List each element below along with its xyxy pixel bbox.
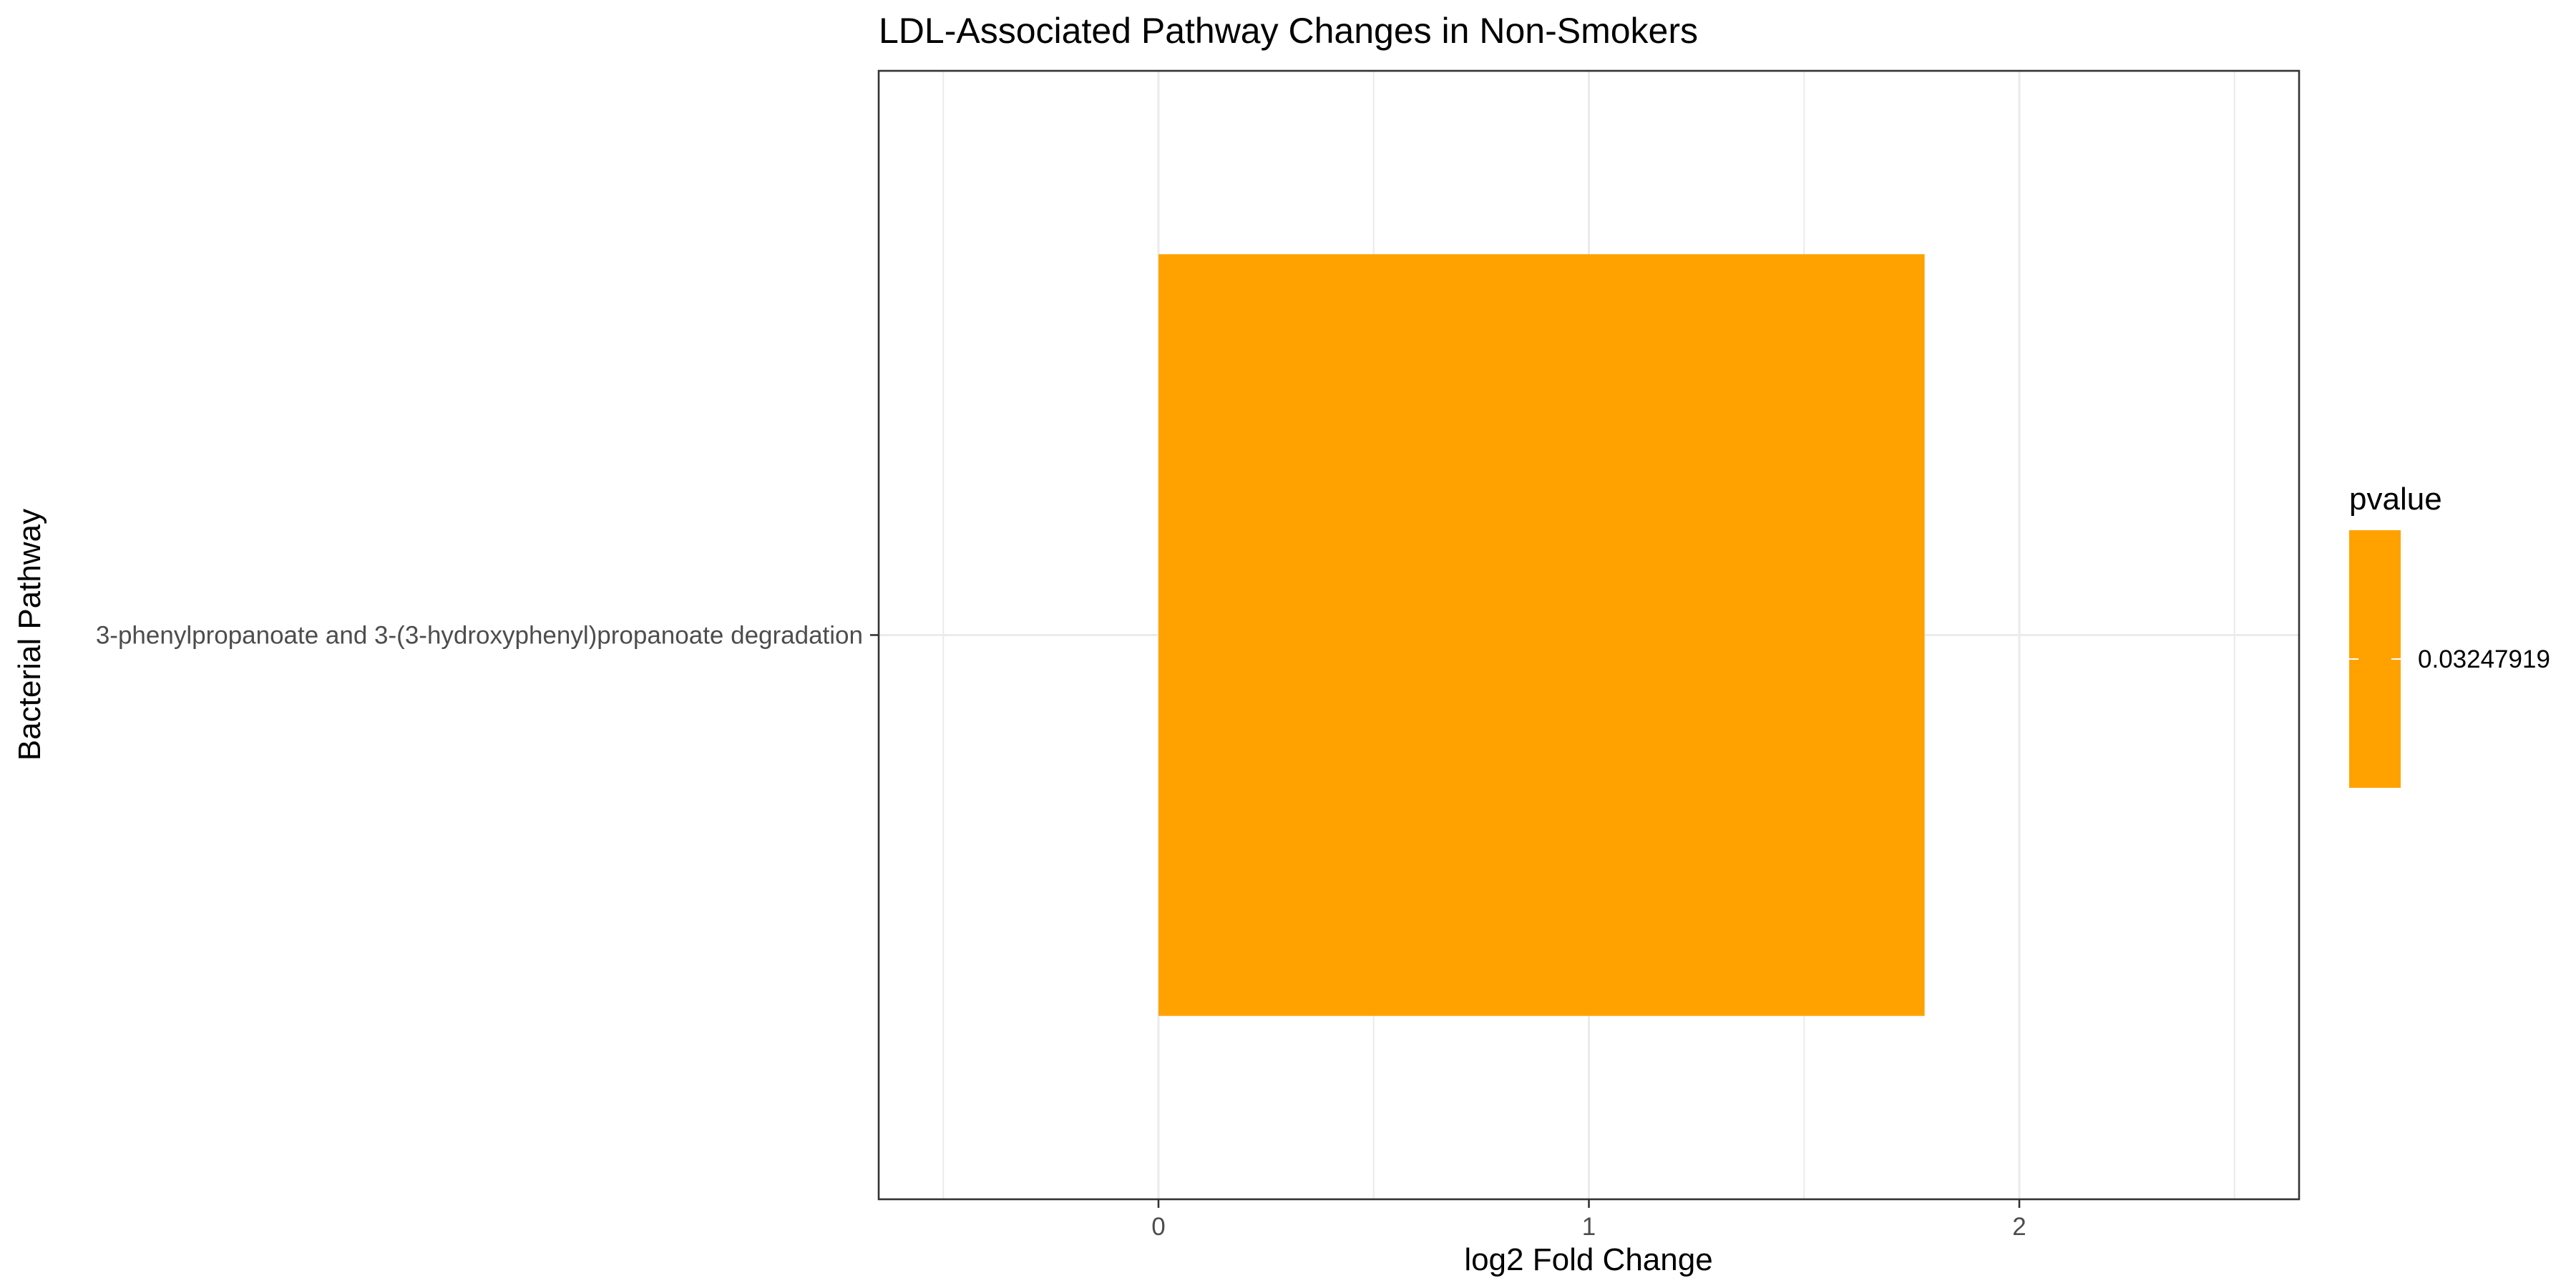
x-axis-title: log2 Fold Change bbox=[1464, 1242, 1712, 1277]
plot-panel bbox=[877, 69, 2301, 1201]
legend-label: 0.03247919 bbox=[2418, 645, 2550, 673]
y-axis-title: Bacterial Pathway bbox=[12, 509, 47, 761]
x-axis: 0 1 2 bbox=[1151, 1199, 2026, 1241]
x-tick-label: 1 bbox=[1582, 1213, 1596, 1241]
bars bbox=[1158, 254, 1925, 1016]
y-axis: 3-phenylpropanoate and 3-(3-hydroxypheny… bbox=[96, 622, 879, 650]
legend-title: pvalue bbox=[2349, 482, 2442, 517]
x-tick-label: 2 bbox=[2012, 1213, 2026, 1241]
legend-entries: 0.03247919 bbox=[2349, 530, 2550, 788]
legend: pvalue 0.03247919 bbox=[2349, 482, 2550, 788]
bar bbox=[1158, 254, 1925, 1016]
x-tick-label: 0 bbox=[1151, 1213, 1165, 1241]
chart-title: LDL-Associated Pathway Changes in Non-Sm… bbox=[879, 11, 1698, 51]
y-category-label: 3-phenylpropanoate and 3-(3-hydroxypheny… bbox=[96, 622, 863, 650]
